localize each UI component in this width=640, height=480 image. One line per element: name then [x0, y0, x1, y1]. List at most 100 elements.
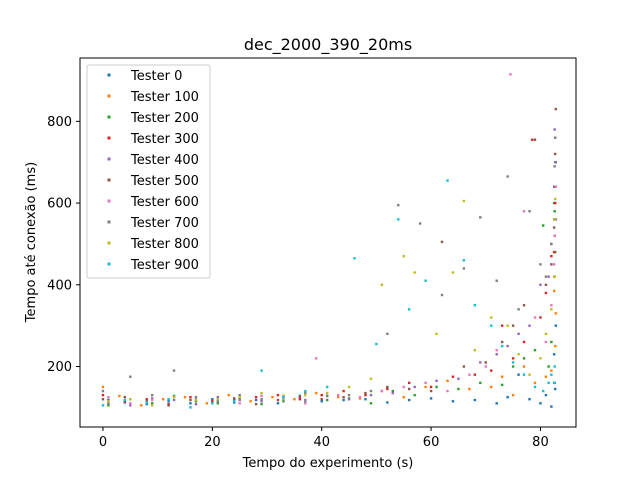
x-tick-label: 0 [99, 435, 107, 450]
point-tester-9-15 [424, 279, 427, 282]
point-tester-5-15 [429, 389, 433, 393]
points-layer [101, 73, 557, 409]
point-tester-3-8 [276, 393, 280, 397]
x-axis-label: Tempo do experimento (s) [242, 456, 414, 471]
point-tester-8-15 [413, 271, 416, 274]
x-tick-label: 60 [423, 435, 440, 450]
point-tester-4-1 [129, 404, 132, 407]
point-tester-6-2 [150, 398, 154, 402]
legend-label: Tester 700 [130, 216, 199, 231]
point-tester-3-26 [552, 250, 556, 254]
point-tester-2-20 [522, 357, 526, 360]
point-tester-9-17 [462, 259, 466, 262]
point-tester-3-16 [451, 375, 455, 378]
legend-marker [107, 94, 111, 98]
point-tester-7-14 [397, 203, 400, 207]
point-tester-1-14 [402, 395, 405, 399]
point-tester-1-15 [424, 385, 427, 389]
point-tester-3-3 [167, 402, 170, 406]
point-tester-4-16 [457, 377, 460, 380]
point-tester-0-22 [539, 402, 542, 405]
point-tester-9-6 [233, 400, 236, 403]
point-tester-0-6 [233, 401, 236, 404]
point-tester-1-12 [358, 397, 362, 400]
point-tester-5-23 [544, 283, 548, 286]
point-tester-0-5 [211, 398, 214, 401]
point-tester-7-12 [369, 389, 373, 393]
point-tester-0-25 [552, 353, 556, 356]
point-tester-3-6 [233, 398, 236, 402]
point-tester-0-3 [167, 400, 170, 403]
point-tester-0-7 [254, 398, 258, 402]
point-tester-0-0 [107, 398, 110, 402]
point-tester-9-0 [101, 404, 105, 407]
point-tester-2-4 [194, 400, 198, 403]
point-tester-5-6 [233, 397, 236, 400]
point-tester-6-11 [336, 393, 340, 397]
point-tester-6-9 [304, 402, 307, 405]
point-tester-6-8 [282, 398, 285, 401]
point-tester-1-25 [552, 289, 556, 293]
point-tester-7-27 [553, 165, 556, 168]
point-tester-7-6 [238, 393, 241, 397]
point-tester-1-1 [118, 394, 121, 398]
point-tester-7-2 [150, 393, 154, 397]
point-tester-9-13 [397, 218, 400, 221]
point-tester-3-12 [364, 393, 367, 397]
legend-marker [107, 115, 111, 119]
y-tick-label: 400 [47, 278, 72, 293]
point-tester-8-12 [369, 377, 373, 380]
point-tester-5-3 [167, 404, 170, 407]
point-tester-5-22 [533, 138, 537, 141]
point-tester-5-20 [511, 324, 515, 327]
point-tester-8-9 [304, 393, 307, 397]
point-tester-0-19 [506, 395, 509, 399]
point-tester-0-13 [386, 401, 389, 404]
x-tick-label: 80 [532, 435, 549, 450]
point-tester-2-10 [325, 398, 329, 402]
point-tester-5-24 [550, 263, 553, 266]
point-tester-2-21 [533, 348, 537, 352]
point-tester-4-12 [369, 393, 373, 397]
point-tester-9-21 [511, 361, 515, 364]
point-tester-2-3 [172, 394, 176, 398]
point-tester-2-26 [553, 210, 556, 213]
point-tester-8-20 [490, 316, 493, 319]
point-tester-3-22 [531, 138, 534, 141]
point-tester-5-16 [440, 240, 444, 244]
point-tester-8-3 [172, 395, 176, 399]
point-tester-1-9 [293, 398, 296, 401]
point-tester-2-23 [547, 365, 550, 368]
point-tester-1-4 [183, 395, 187, 399]
point-tester-7-1 [129, 375, 132, 378]
point-tester-2-22 [541, 224, 545, 227]
point-tester-1-17 [468, 387, 471, 391]
point-tester-7-11 [347, 393, 351, 397]
point-tester-2-13 [391, 389, 394, 393]
point-tester-5-8 [276, 398, 280, 402]
point-tester-8-11 [347, 385, 351, 389]
point-tester-7-3 [172, 369, 176, 372]
point-tester-9-3 [167, 398, 170, 401]
plot-frame [79, 57, 577, 428]
point-tester-6-23 [544, 340, 548, 344]
point-tester-0-23 [544, 393, 548, 397]
point-tester-7-0 [101, 389, 105, 393]
point-tester-0-27 [554, 387, 557, 391]
point-tester-8-24 [539, 357, 542, 360]
point-tester-6-12 [358, 395, 362, 399]
point-tester-6-18 [484, 365, 487, 368]
point-tester-9-11 [353, 257, 356, 260]
point-tester-1-19 [500, 375, 504, 378]
point-tester-7-19 [495, 279, 498, 282]
point-tester-7-7 [260, 398, 263, 401]
point-tester-5-19 [500, 340, 504, 344]
point-tester-1-22 [533, 381, 537, 385]
point-tester-7-21 [517, 308, 520, 311]
point-tester-9-19 [490, 324, 493, 327]
legend-marker [107, 73, 111, 77]
point-tester-3-4 [189, 395, 192, 399]
point-tester-9-5 [211, 402, 214, 405]
point-tester-8-22 [517, 353, 520, 356]
y-axis-label: Tempo até conexão (ms) [24, 162, 39, 323]
